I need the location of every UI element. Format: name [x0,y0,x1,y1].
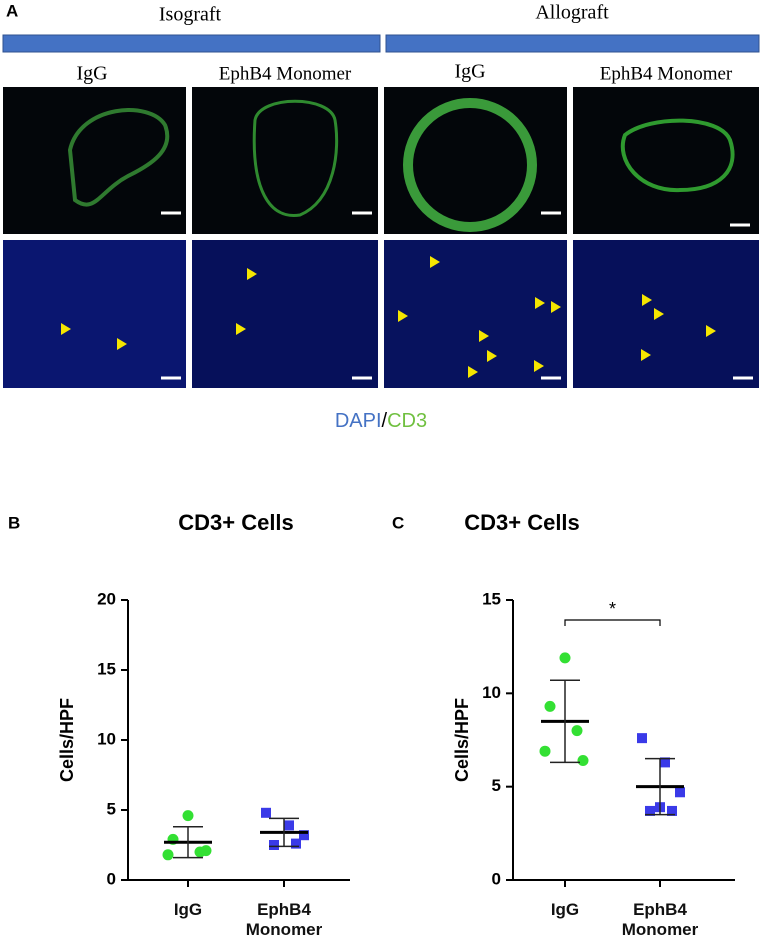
micrograph [192,87,378,234]
significance-label: * [609,599,616,619]
arrowheads [61,256,716,378]
group-bar [385,34,760,53]
vessel [67,108,170,207]
data-point [559,652,571,664]
panel-label: A [6,1,18,20]
data-point [200,845,212,857]
micrograph [192,240,378,388]
column-label: EphB4 Monomer [219,63,352,84]
data-point [539,745,551,757]
data-point [577,755,589,767]
micrograph [573,87,759,234]
x-tick-label: EphB4 Monomer [621,900,699,939]
column-label: EphB4 Monomer [600,63,733,84]
x-tick-label: EphB4 Monomer [245,900,323,939]
panel-label: C [392,513,404,532]
micrograph [3,87,186,234]
x-tick-label: IgG [550,900,580,919]
data-point [182,810,194,822]
y-axis-label: Cells/HPF [57,698,77,782]
data-point [269,840,279,850]
micrograph [3,240,186,388]
data-point [544,700,556,712]
data-point [645,805,655,816]
chart-title: CD3+ Cells [178,510,294,535]
micrographs [3,87,759,388]
group-label: Isograft [159,4,222,26]
group-label: Allograft [535,2,609,24]
data-point [675,787,685,798]
micrograph [573,240,759,388]
data-point [637,733,647,744]
y-tick-label: 15 [482,589,501,608]
data-point [284,820,294,831]
data-point [162,849,174,861]
y-tick-label: 10 [97,729,116,748]
vessel [252,99,339,218]
y-tick-label: 15 [97,659,116,678]
chart-title: CD3+ Cells [464,510,580,535]
y-tick-label: 20 [97,589,116,608]
significance-bracket [564,619,661,626]
column-label: IgG [76,63,107,85]
y-axis-label: Cells/HPF [452,698,472,782]
data-point [291,838,301,849]
y-tick-label: 5 [492,776,501,795]
column-label: IgG [454,61,485,83]
data-point [299,830,309,841]
data-point [571,725,583,737]
data-point [660,757,670,768]
y-tick-label: 5 [107,799,116,818]
panel-label: B [8,513,20,532]
y-tick-label: 10 [482,683,501,702]
stain-legend: DAPI/CD3 [335,410,427,432]
group-bar [2,34,381,53]
y-tick-label: 0 [492,869,501,888]
stain-dapi: DAPI [335,410,382,432]
vessel [620,118,735,193]
stain-cd3: CD3 [387,410,427,432]
data-point [261,807,271,818]
vessel [403,98,537,232]
x-tick-label: IgG [173,900,203,919]
data-point [667,805,677,816]
scale-bars [161,211,753,380]
y-tick-label: 0 [107,869,116,888]
stain-separator: / [382,410,388,432]
